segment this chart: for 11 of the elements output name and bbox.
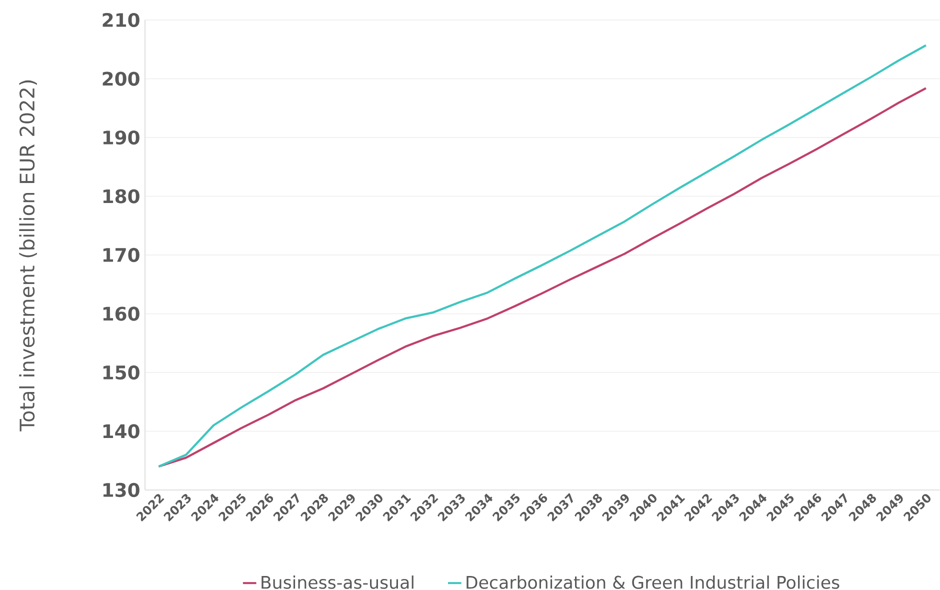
y-tick-label: 150	[103, 365, 140, 380]
y-tick-label: 180	[103, 189, 140, 204]
legend-label: Business-as-usual	[262, 575, 414, 589]
y-axis-title: Total investment (billion EUR 2022)	[19, 80, 37, 432]
y-tick-label: 190	[103, 130, 140, 145]
legend-label: Decarbonization & Green Industrial Policies	[466, 575, 840, 589]
y-tick-label: 200	[102, 72, 140, 86]
y-tick-label: 160	[103, 306, 140, 321]
y-tick-label: 170	[103, 248, 140, 262]
y-tick-label: 140	[103, 424, 140, 438]
y-tick-label: 210	[102, 12, 140, 28]
